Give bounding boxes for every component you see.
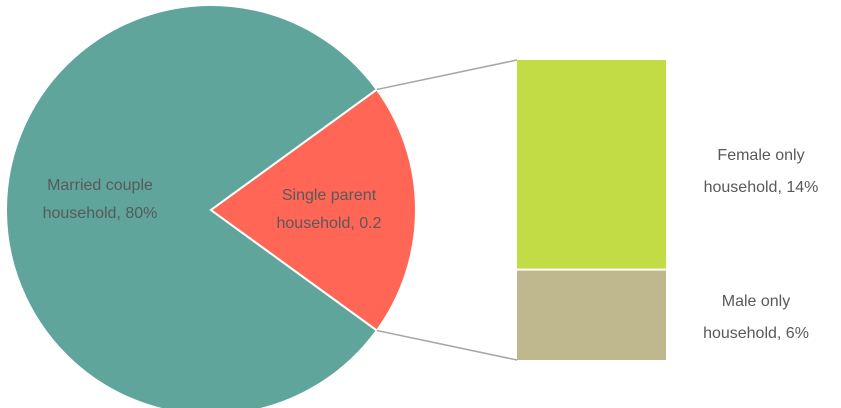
breakdown-bar (517, 60, 666, 360)
pie-label-married-couple-value: household, 80% (43, 205, 158, 222)
pie-slice-single-parent[interactable] (209, 88, 417, 332)
pie-label-single-parent: Single parent (282, 187, 377, 204)
pie-slice-married-couple[interactable] (5, 4, 379, 408)
connector-line-top (376, 59, 518, 91)
pie-label-married-couple-name: Married couple (47, 177, 153, 194)
bar-segment-female-only[interactable] (517, 60, 666, 269)
bar-segment-male-only[interactable] (517, 270, 666, 360)
bar-label-female-only: Female only (717, 147, 804, 164)
bar-label-female-only-line1: Female only (717, 147, 804, 164)
pie-label-married-couple: Married couple (47, 177, 153, 194)
pie-label-married-couple-line2: household, 80% (43, 205, 158, 222)
connector-lines (376, 59, 518, 361)
bar-label-female-only-value: household, 14% (704, 179, 819, 196)
bar-label-male-only-line1: Male only (722, 293, 790, 310)
bar-label-male-only: Male only (722, 293, 790, 310)
pie-label-single-parent-line2: household, 0.2 (277, 215, 382, 232)
bar-label-male-only-line2: household, 6% (703, 325, 809, 342)
bar-label-female-only-line2: household, 14% (704, 179, 819, 196)
pie-label-single-parent-name: Single parent (282, 187, 377, 204)
connector-line-bottom (376, 329, 518, 361)
pie-chart (5, 4, 417, 408)
bar-label-male-only-value: household, 6% (703, 325, 809, 342)
pie-label-single-parent-value: household, 0.2 (277, 215, 382, 232)
